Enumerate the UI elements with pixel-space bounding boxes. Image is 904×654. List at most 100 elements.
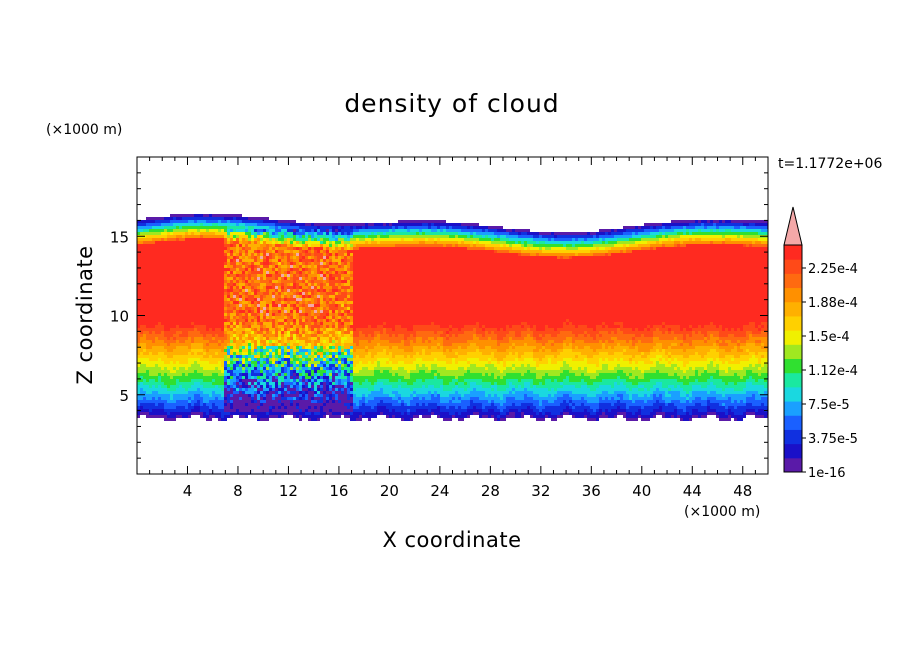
field-cell	[149, 382, 152, 385]
field-cell	[137, 325, 140, 328]
field-cell	[296, 352, 299, 355]
field-cell	[356, 412, 359, 415]
field-cell	[155, 346, 158, 349]
field-cell	[242, 367, 245, 370]
field-cell	[188, 370, 191, 373]
field-cell	[155, 328, 158, 331]
field-cell	[143, 403, 146, 406]
field-cell	[224, 412, 227, 415]
field-cell	[140, 226, 143, 229]
field-cell	[335, 406, 338, 409]
field-cell	[332, 256, 335, 259]
field-cell	[326, 256, 329, 259]
field-cell	[146, 232, 149, 235]
field-cell	[182, 235, 185, 238]
field-cell	[152, 259, 155, 262]
field-cell	[341, 265, 344, 268]
field-cell	[152, 244, 155, 247]
field-cell	[287, 397, 290, 400]
field-cell	[275, 232, 278, 235]
field-cell	[242, 289, 245, 292]
field-cell	[290, 289, 293, 292]
field-cell	[161, 364, 164, 367]
field-cell	[257, 238, 260, 241]
field-cell	[194, 397, 197, 400]
field-cell	[317, 304, 320, 307]
field-cell	[248, 277, 251, 280]
field-cell	[245, 271, 248, 274]
field-cell	[209, 415, 212, 418]
field-cell	[185, 286, 188, 289]
field-cell	[167, 292, 170, 295]
field-cell	[227, 286, 230, 289]
field-cell	[257, 280, 260, 283]
field-cell	[320, 235, 323, 238]
field-cell	[197, 298, 200, 301]
field-cell	[203, 358, 206, 361]
field-cell	[155, 406, 158, 409]
field-cell	[251, 391, 254, 394]
field-cell	[173, 316, 176, 319]
field-cell	[338, 229, 341, 232]
field-cell	[206, 388, 209, 391]
field-cell	[209, 343, 212, 346]
field-cell	[302, 301, 305, 304]
field-cell	[323, 373, 326, 376]
field-cell	[137, 415, 140, 418]
field-cell	[137, 391, 140, 394]
field-cell	[239, 334, 242, 337]
field-cell	[149, 406, 152, 409]
field-cell	[155, 316, 158, 319]
field-cell	[290, 238, 293, 241]
field-cell	[263, 277, 266, 280]
field-cell	[356, 358, 359, 361]
field-cell	[245, 400, 248, 403]
field-cell	[182, 322, 185, 325]
field-cell	[239, 286, 242, 289]
field-cell	[314, 238, 317, 241]
field-cell	[167, 226, 170, 229]
field-cell	[140, 382, 143, 385]
field-cell	[275, 319, 278, 322]
field-cell	[149, 289, 152, 292]
field-cell	[323, 349, 326, 352]
field-cell	[155, 307, 158, 310]
field-cell	[176, 400, 179, 403]
field-cell	[224, 385, 227, 388]
field-cell	[209, 388, 212, 391]
field-cell	[323, 262, 326, 265]
field-cell	[275, 406, 278, 409]
field-cell	[335, 328, 338, 331]
field-cell	[188, 325, 191, 328]
field-cell	[191, 241, 194, 244]
field-cell	[278, 265, 281, 268]
field-cell	[281, 274, 284, 277]
field-cell	[179, 346, 182, 349]
field-cell	[212, 286, 215, 289]
field-cell	[209, 397, 212, 400]
field-cell	[167, 265, 170, 268]
field-cell	[194, 391, 197, 394]
field-cell	[224, 217, 227, 220]
field-cell	[305, 268, 308, 271]
field-cell	[242, 217, 245, 220]
field-cell	[251, 259, 254, 262]
field-cell	[338, 391, 341, 394]
field-cell	[314, 379, 317, 382]
field-cell	[146, 250, 149, 253]
field-cell	[350, 316, 353, 319]
field-cell	[326, 244, 329, 247]
field-cell	[161, 337, 164, 340]
field-cell	[251, 361, 254, 364]
field-cell	[239, 229, 242, 232]
field-cell	[278, 325, 281, 328]
field-cell	[323, 325, 326, 328]
field-cell	[233, 253, 236, 256]
field-cell	[344, 394, 347, 397]
field-cell	[266, 229, 269, 232]
field-cell	[344, 295, 347, 298]
field-cell	[278, 349, 281, 352]
field-cell	[299, 409, 302, 412]
field-cell	[317, 346, 320, 349]
field-cell	[245, 325, 248, 328]
